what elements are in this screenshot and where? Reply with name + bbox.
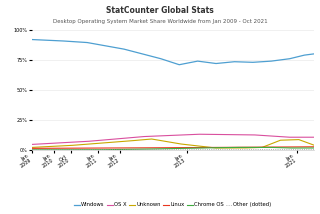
Text: StatCounter Global Stats: StatCounter Global Stats <box>106 6 214 15</box>
Legend: Windows, OS X, Unknown, Linux, Chrome OS, Other (dotted): Windows, OS X, Unknown, Linux, Chrome OS… <box>72 200 274 210</box>
Text: Desktop Operating System Market Share Worldwide from Jan 2009 - Oct 2021: Desktop Operating System Market Share Wo… <box>53 19 267 24</box>
